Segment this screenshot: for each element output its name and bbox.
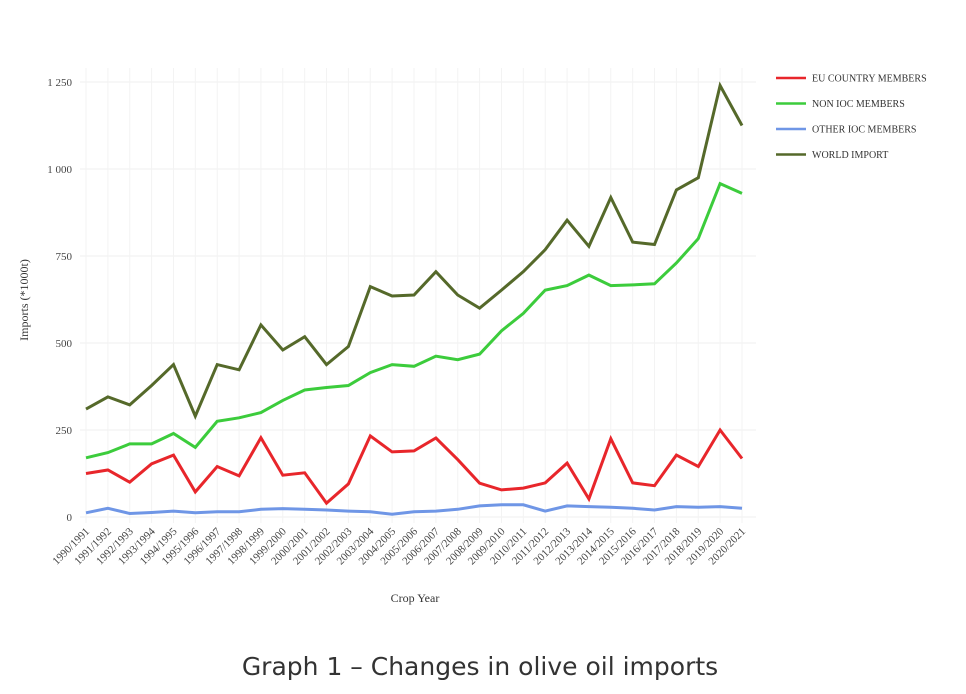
y-tick-label: 750 [56,251,73,263]
legend-label: NON IOC MEMBERS [812,99,905,110]
series-line-non-ioc-members [85,181,743,460]
series-line-world-import [85,81,744,420]
series-lines [85,81,744,516]
x-axis-title: Crop Year [391,591,440,605]
series-line-other-ioc-members [85,503,743,516]
y-axis-title: Imports (*1000t) [17,259,31,341]
chart-area: 0 250 500 750 1 000 1 250 1990/1991 1991/1992 1… [17,68,927,605]
figure-caption: Graph 1 – Changes in olive oil imports [241,652,719,681]
y-tick-label: 250 [56,425,73,437]
y-tick-label: 1 000 [47,164,72,176]
legend-label: EU COUNTRY MEMBERS [812,74,927,85]
y-tick-label: 1 250 [47,77,72,89]
legend-label: OTHER IOC MEMBERS [812,125,916,136]
y-tick-label: 0 [67,512,73,524]
legend: EU COUNTRY MEMBERS NON IOC MEMBERS OTHER I… [776,74,927,161]
legend-label: WORLD IMPORT [812,150,888,161]
y-tick-label: 500 [56,338,73,350]
y-axis-ticks: 0 250 500 750 1 000 1 250 [47,77,72,524]
gridlines [80,68,756,523]
x-axis-ticks: 1990/19911991/19921992/19931993/19941994… [50,525,748,567]
line-chart: 0 250 500 750 1 000 1 250 1990/19911991/19921… [17,68,927,605]
series-line-eu-country-members [85,427,744,506]
